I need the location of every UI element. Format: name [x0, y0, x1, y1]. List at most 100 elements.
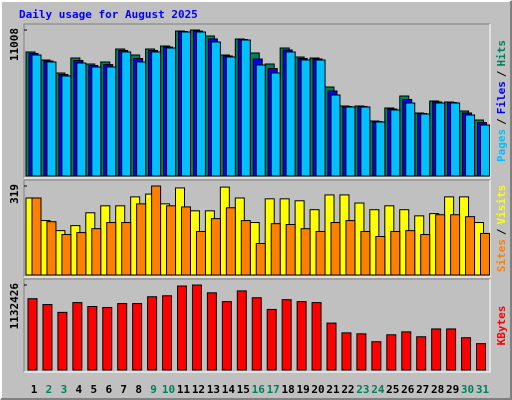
bar [420, 113, 431, 177]
x-tick-label: 24 [371, 383, 385, 396]
y-tick-label: 319 [8, 184, 21, 204]
legend-entry: Files [495, 81, 508, 114]
bar [132, 303, 143, 371]
bar [240, 39, 251, 177]
bar [195, 230, 206, 276]
bar [191, 284, 202, 371]
bar [446, 328, 457, 371]
bar [375, 121, 386, 177]
bar [285, 224, 296, 276]
bar [405, 102, 416, 177]
x-tick-label: 30 [461, 383, 474, 396]
x-tick-label: 1 [31, 383, 38, 396]
bar [356, 333, 367, 371]
bar [450, 102, 461, 177]
bar [255, 64, 266, 177]
x-tick-label: 11 [177, 383, 191, 396]
bar [270, 72, 281, 177]
bar [371, 341, 382, 371]
bar [461, 337, 472, 371]
legend-entry: Hits [495, 40, 508, 67]
bar [315, 59, 326, 177]
bar [326, 322, 337, 371]
bar [76, 62, 87, 177]
bar [87, 305, 98, 371]
bar [177, 285, 187, 371]
x-tick-label: 2 [46, 383, 53, 396]
bar [420, 234, 431, 276]
y-tick-label: 11008 [8, 28, 21, 61]
panel-edge-dark [23, 278, 490, 372]
bar [136, 61, 147, 177]
x-tick-label: 21 [326, 383, 340, 396]
bar [225, 56, 236, 177]
x-tick-label: 17 [267, 383, 280, 396]
x-tick-label: 27 [416, 383, 429, 396]
x-tick-label: 29 [446, 383, 459, 396]
bar [151, 51, 162, 177]
bar [121, 222, 132, 276]
bar [136, 203, 147, 276]
bar [405, 230, 416, 276]
legend: Sites / Visits [495, 185, 508, 273]
legend-entry: Sites [495, 239, 508, 272]
bar [375, 235, 386, 276]
panel-edge-dark [23, 23, 490, 178]
bar [465, 114, 476, 177]
bar [46, 221, 57, 276]
x-tick-label: 9 [150, 383, 157, 396]
bar [61, 75, 72, 177]
bar [431, 328, 442, 371]
x-tick-label: 14 [222, 383, 236, 396]
bar [236, 290, 247, 371]
bar [390, 109, 401, 177]
bar [311, 302, 322, 371]
bar [42, 304, 53, 371]
bar [240, 220, 251, 276]
x-tick-label: 26 [401, 383, 415, 396]
bar [330, 222, 341, 276]
bar [390, 230, 401, 276]
bar [435, 214, 446, 276]
legend-entry: Visits [495, 185, 508, 225]
bar [330, 94, 341, 177]
bar [166, 205, 177, 276]
bar [300, 59, 311, 177]
bar [221, 301, 232, 371]
bar [360, 230, 371, 276]
bar [255, 242, 266, 276]
legend: KBytes [495, 306, 508, 346]
bar [91, 228, 102, 276]
legend-entry: KBytes [495, 306, 508, 346]
bar [300, 228, 311, 276]
x-tick-label: 8 [135, 383, 142, 396]
x-tick-label: 4 [76, 383, 83, 396]
bar [450, 214, 461, 276]
bar [315, 230, 326, 276]
bar [76, 232, 87, 276]
bar [416, 336, 427, 371]
bar [46, 61, 57, 177]
x-tick-label: 6 [105, 383, 112, 396]
x-tick-label: 15 [237, 383, 250, 396]
x-tick-label: 12 [192, 383, 205, 396]
x-tick-label: 16 [252, 383, 266, 396]
bar [476, 343, 486, 371]
legend-separator: / [495, 70, 508, 77]
bar [225, 207, 236, 276]
bar [386, 334, 397, 371]
bar [195, 31, 206, 177]
bar [480, 232, 490, 276]
panel-edge-light [24, 180, 491, 278]
bar [465, 216, 476, 276]
bar [91, 66, 102, 177]
x-tick-label: 3 [61, 383, 68, 396]
panel-edge-light [24, 24, 491, 179]
bar [147, 296, 158, 371]
x-tick-label: 7 [120, 383, 127, 396]
bar [106, 66, 117, 177]
bar [151, 185, 162, 276]
bar [270, 223, 281, 276]
